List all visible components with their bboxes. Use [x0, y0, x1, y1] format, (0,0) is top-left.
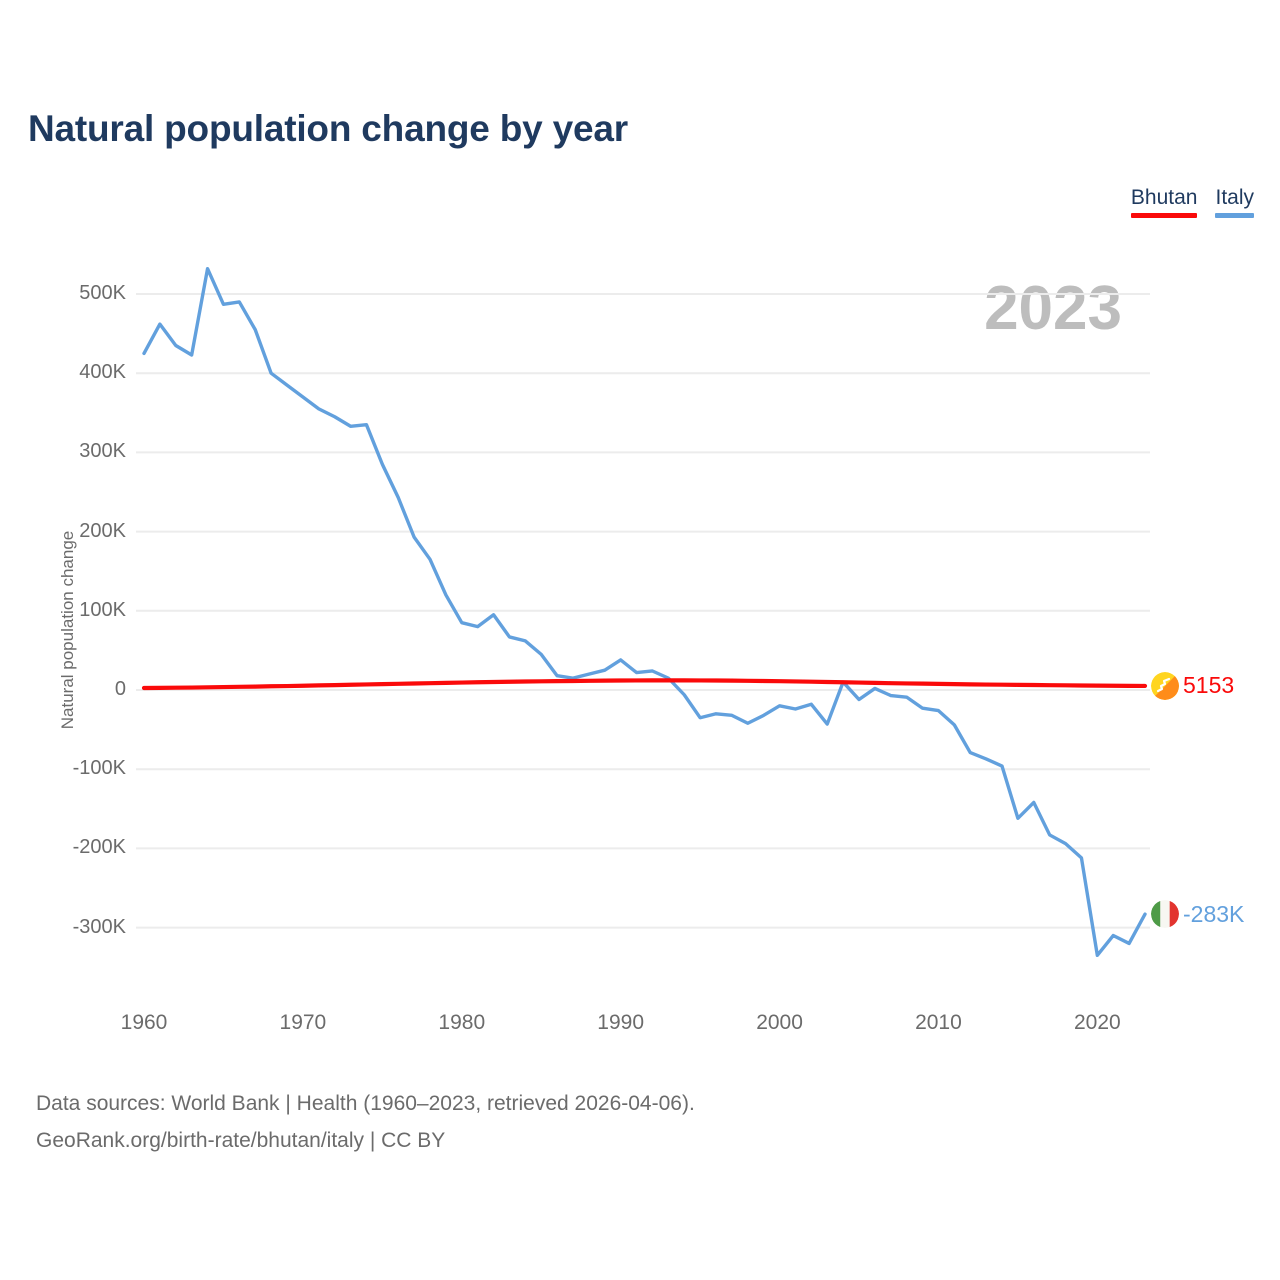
y-tick-label: -100K [72, 757, 126, 780]
y-tick-label: 300K [79, 440, 126, 463]
legend-item-bhutan[interactable]: Bhutan [1130, 186, 1198, 218]
series-line-bhutan [141, 678, 1148, 691]
footer: Data sources: World Bank | Health (1960–… [36, 1085, 695, 1159]
legend-item-italy[interactable]: Italy [1215, 186, 1254, 218]
end-value-bhutan: 5153 [1183, 672, 1235, 699]
x-tick-label: 2010 [915, 1011, 962, 1034]
legend-swatch-bhutan [1130, 213, 1198, 218]
footer-line-attribution: GeoRank.org/birth-rate/bhutan/italy | CC… [36, 1129, 446, 1152]
legend-swatch-italy [1215, 213, 1254, 218]
y-tick-label: -200K [72, 836, 126, 859]
y-tick-label: 0 [114, 678, 126, 700]
legend: Bhutan Italy [1130, 186, 1254, 218]
year-watermark: 2023 [984, 274, 1122, 343]
x-tick-label: 1990 [597, 1011, 645, 1034]
legend-label-italy: Italy [1215, 186, 1254, 209]
x-tick-label: 1970 [279, 1011, 327, 1034]
legend-label-bhutan: Bhutan [1130, 186, 1198, 209]
y-tick-label: -300K [72, 915, 126, 938]
end-marker-italy[interactable]: -283K [1151, 900, 1245, 929]
x-tick-label: 2020 [1073, 1011, 1121, 1034]
page-title: Natural population change by year [28, 108, 628, 149]
gridlines [136, 293, 1150, 929]
y-tick-label: 100K [79, 598, 126, 621]
footer-line-sources: Data sources: World Bank | Health (1960–… [36, 1092, 695, 1115]
series-line-italy [142, 266, 1147, 958]
end-marker-bhutan[interactable]: 5153 [1151, 671, 1235, 700]
y-tick-label: 400K [79, 361, 126, 384]
end-value-italy: -283K [1183, 900, 1245, 927]
bhutan-flag-icon [1151, 671, 1179, 700]
x-tick-label: 2000 [756, 1011, 803, 1034]
y-tick-label: 500K [79, 282, 126, 304]
x-tick-label: 1980 [438, 1011, 486, 1034]
y-tick-label: 200K [79, 519, 126, 542]
italy-flag-icon [1151, 900, 1179, 929]
x-tick-label: 1960 [120, 1011, 168, 1034]
